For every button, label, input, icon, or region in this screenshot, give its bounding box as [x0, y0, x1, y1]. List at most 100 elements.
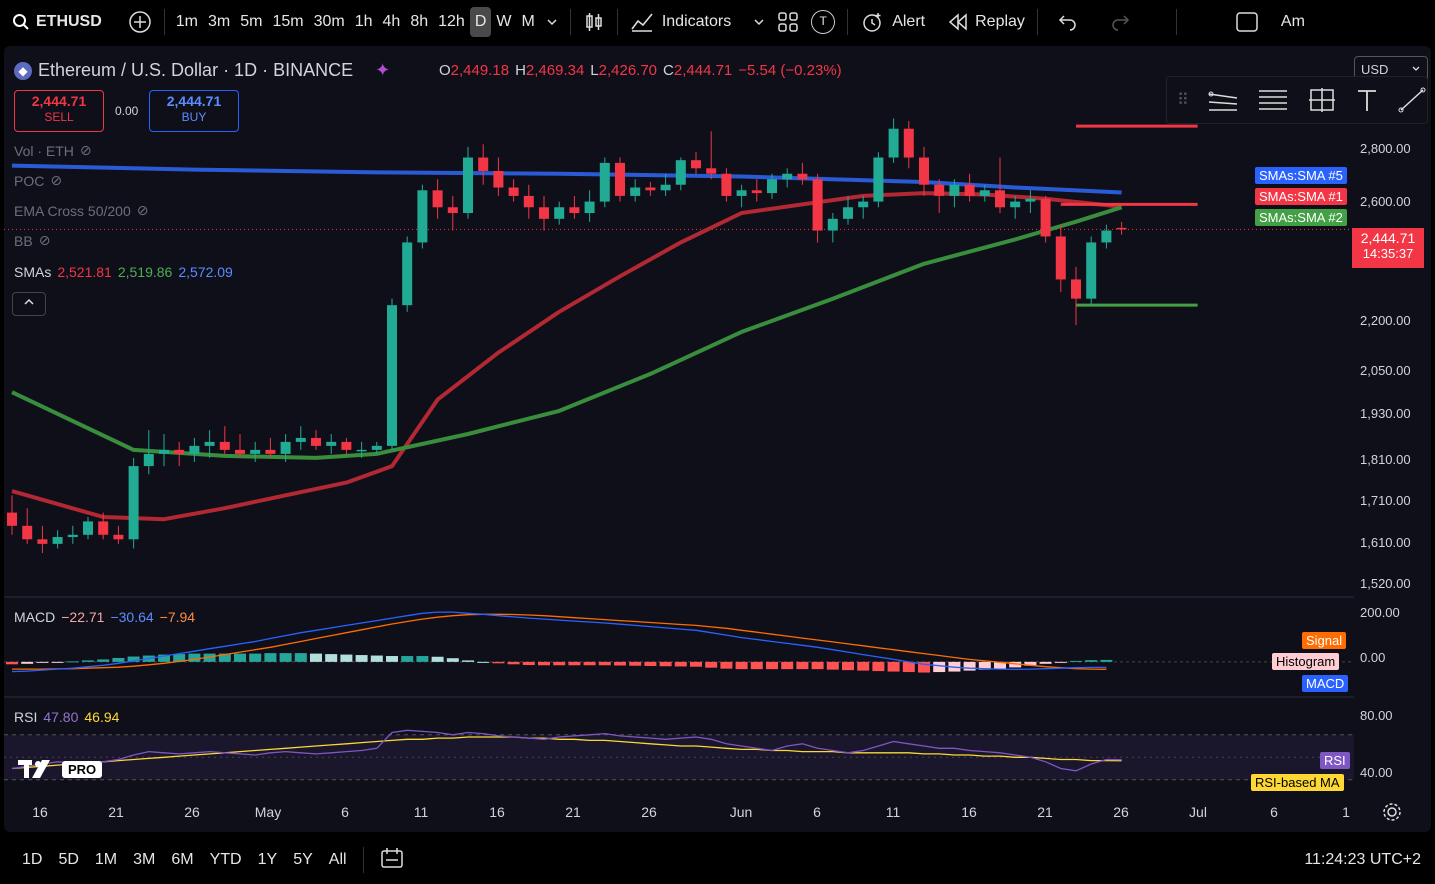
ai-icon[interactable]: ✦: [375, 60, 391, 80]
histogram-bar: [112, 657, 125, 662]
eye-slash-icon[interactable]: ⊘: [79, 142, 92, 158]
histogram-bar: [1054, 661, 1067, 663]
candle-body: [1010, 201, 1021, 208]
range-1y[interactable]: 1Y: [257, 851, 278, 868]
timeframe-8h[interactable]: 8h: [410, 13, 429, 30]
candle-body: [189, 445, 200, 454]
histogram-bar: [416, 656, 429, 662]
drag-handle-icon[interactable]: ⠿: [1177, 92, 1189, 109]
timeframe-15m[interactable]: 15m: [272, 13, 304, 30]
clock-display[interactable]: 11:24:23 UTC+2: [1304, 851, 1421, 868]
time-tick-label: 26: [184, 804, 200, 820]
range-5d[interactable]: 5D: [58, 851, 79, 868]
chart-container[interactable]: ◆ Ethereum / U.S. Dollar · 1D · BINANCE …: [4, 46, 1431, 832]
range-5y[interactable]: 5Y: [293, 851, 313, 868]
redo-button[interactable]: [1104, 6, 1136, 38]
price-tick-label: 1,610.00: [1360, 535, 1411, 550]
range-1d[interactable]: 1D: [22, 851, 43, 868]
rsi-axis-40: 40.00: [1360, 765, 1393, 780]
fib-retracement-icon[interactable]: [1257, 86, 1289, 114]
timeframe-5m[interactable]: 5m: [240, 13, 263, 30]
timeframe-4h[interactable]: 4h: [382, 13, 401, 30]
chart-canvas[interactable]: [4, 46, 1431, 832]
change-value: −5.54 (−0.23%): [738, 62, 842, 79]
account-menu[interactable]: Am: [1275, 6, 1311, 38]
candle-body: [432, 190, 443, 208]
timeframe-dropdown[interactable]: [540, 6, 564, 38]
alert-button[interactable]: Alert: [854, 6, 931, 38]
candle-body: [1071, 279, 1081, 299]
ema-legend[interactable]: EMA Cross 50/200 ⊘: [14, 202, 148, 219]
timezone-settings-button[interactable]: [1382, 802, 1402, 827]
low-label: L: [590, 62, 599, 79]
sma5-tag: SMAs:SMA #5: [1255, 167, 1347, 184]
eye-slash-icon[interactable]: ⊘: [50, 172, 63, 188]
histogram-bar: [36, 661, 49, 663]
histogram-bar: [1009, 661, 1022, 668]
eth-logo-icon: ◆: [14, 61, 32, 80]
range-3m[interactable]: 3M: [133, 851, 156, 868]
candle-body: [858, 201, 869, 208]
histogram-bar: [127, 656, 140, 662]
poc-legend[interactable]: POC ⊘: [14, 172, 62, 189]
date-range-button[interactable]: [380, 847, 404, 874]
price-tick-label: 1,710.00: [1360, 493, 1411, 508]
histogram-bar: [553, 661, 566, 666]
sell-label: SELL: [44, 110, 74, 124]
timeframe-W[interactable]: W: [496, 13, 512, 30]
timeframe-D[interactable]: D: [469, 7, 492, 37]
eye-slash-icon[interactable]: ⊘: [38, 232, 51, 248]
chevron-up-icon: [24, 298, 34, 305]
range-6m[interactable]: 6M: [171, 851, 194, 868]
text-tool-icon[interactable]: [1355, 86, 1379, 114]
timeframe-M[interactable]: M: [521, 13, 535, 30]
candle-body: [736, 190, 747, 196]
candle-body: [919, 157, 929, 185]
layouts-button[interactable]: [771, 6, 805, 38]
candle-body: [691, 160, 701, 169]
histogram-bar: [963, 661, 976, 671]
price-tick-label: 1,810.00: [1360, 452, 1411, 467]
compare-button[interactable]: [122, 6, 158, 38]
vol-legend[interactable]: Vol · ETH ⊘: [14, 142, 92, 159]
indicators-button[interactable]: Indicators: [624, 6, 737, 38]
timeframe-3m[interactable]: 3m: [208, 13, 231, 30]
fullscreen-button[interactable]: [1229, 6, 1265, 38]
timeframe-30m[interactable]: 30m: [313, 13, 345, 30]
timeframe-12h[interactable]: 12h: [438, 13, 465, 30]
time-tick-label: May: [254, 804, 282, 820]
eye-slash-icon[interactable]: ⊘: [136, 202, 149, 218]
indicators-dropdown[interactable]: [747, 6, 771, 38]
measure-icon[interactable]: [1307, 86, 1337, 114]
histogram-bar: [766, 661, 778, 670]
macd-legend[interactable]: MACD −22.71 −30.64 −7.94: [14, 609, 195, 625]
undo-button[interactable]: [1052, 6, 1084, 38]
account-label: Am: [1280, 13, 1305, 30]
histogram-bar: [918, 661, 930, 673]
bb-legend[interactable]: BB ⊘: [14, 232, 50, 249]
timeframe-1h[interactable]: 1h: [354, 13, 373, 30]
collapse-legend-button[interactable]: [12, 292, 46, 316]
range-1m[interactable]: 1M: [94, 851, 118, 868]
brush-icon[interactable]: [1397, 86, 1427, 114]
symbol-search[interactable]: ETHUSD: [0, 6, 108, 38]
pro-badge: PRO: [62, 760, 103, 778]
templates-button[interactable]: T: [805, 6, 841, 38]
smas-legend[interactable]: SMAs 2,521.81 2,519.86 2,572.09: [14, 264, 233, 280]
buy-button[interactable]: 2,444.71 BUY: [149, 90, 239, 132]
range-all[interactable]: All: [328, 851, 347, 868]
timeframe-1m[interactable]: 1m: [175, 13, 199, 30]
sma1-line: [11, 191, 1122, 522]
range-ytd[interactable]: YTD: [209, 851, 242, 868]
candle-body: [356, 449, 367, 452]
chart-title[interactable]: Ethereum / U.S. Dollar · 1D · BINANCE: [38, 60, 354, 80]
candle-body: [767, 179, 777, 194]
rsi-legend[interactable]: RSI 47.80 46.94: [14, 709, 119, 725]
tradingview-logo[interactable]: PRO: [18, 758, 103, 780]
chart-type-button[interactable]: [577, 6, 611, 38]
candle-body: [1055, 236, 1066, 280]
trend-lines-icon[interactable]: [1207, 86, 1239, 114]
sell-button[interactable]: 2,444.71 SELL: [14, 90, 104, 132]
replay-button[interactable]: Replay: [941, 6, 1031, 38]
histogram-bar: [690, 661, 702, 667]
